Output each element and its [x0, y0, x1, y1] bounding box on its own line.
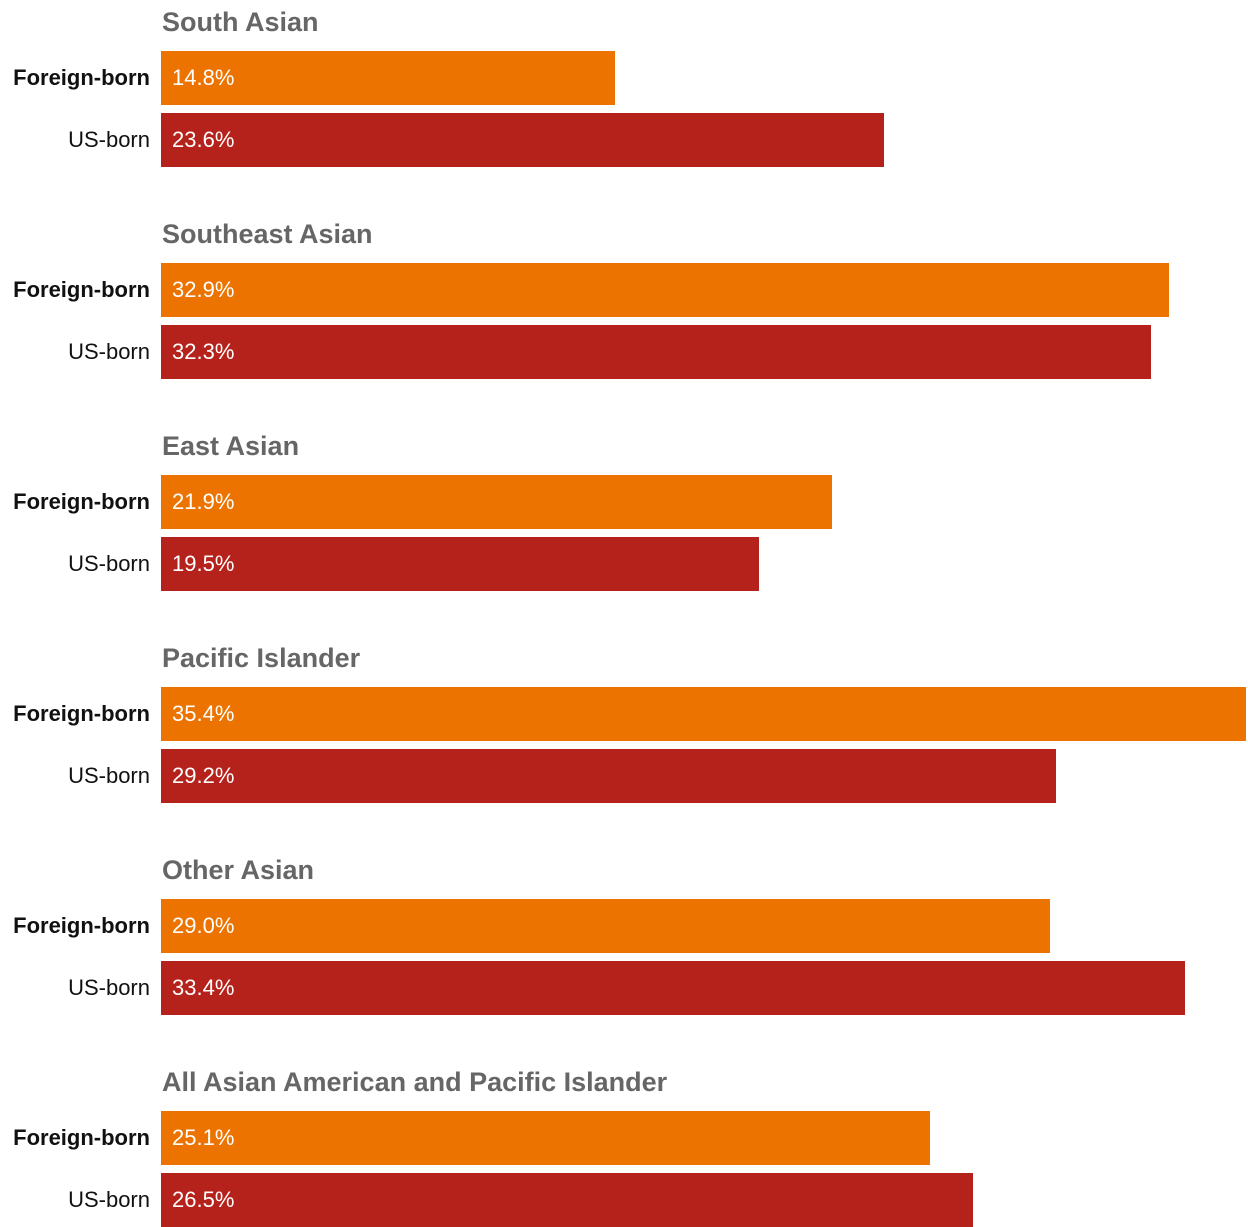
bar-value-label: 33.4%: [172, 975, 235, 1000]
foreign-born-label: Foreign-born: [13, 489, 150, 514]
bar-value-label: 32.3%: [172, 339, 235, 364]
foreign-born-bar: [161, 263, 1169, 317]
foreign-born-bar: [161, 899, 1050, 953]
us-born-label: US-born: [68, 127, 150, 152]
us-born-bar: [161, 749, 1056, 803]
group-title: Southeast Asian: [162, 219, 373, 249]
foreign-born-bar: [161, 687, 1246, 741]
us-born-bar: [161, 537, 759, 591]
bar-value-label: 23.6%: [172, 127, 235, 152]
us-born-bar: [161, 325, 1151, 379]
us-born-label: US-born: [68, 975, 150, 1000]
bar-value-label: 14.8%: [172, 65, 235, 90]
bar-value-label: 19.5%: [172, 551, 235, 576]
foreign-born-label: Foreign-born: [13, 277, 150, 302]
foreign-born-bar: [161, 51, 615, 105]
group-title: South Asian: [162, 7, 319, 37]
group-title: All Asian American and Pacific Islander: [162, 1067, 668, 1097]
foreign-born-label: Foreign-born: [13, 1125, 150, 1150]
bar-value-label: 21.9%: [172, 489, 235, 514]
bar-value-label: 26.5%: [172, 1187, 235, 1212]
foreign-born-bar: [161, 1111, 930, 1165]
us-born-label: US-born: [68, 1187, 150, 1212]
group-title: Other Asian: [162, 855, 315, 885]
bar-value-label: 35.4%: [172, 701, 235, 726]
foreign-born-label: Foreign-born: [13, 65, 150, 90]
foreign-born-bar: [161, 475, 832, 529]
bar-value-label: 29.2%: [172, 763, 235, 788]
foreign-born-label: Foreign-born: [13, 913, 150, 938]
bar-value-label: 32.9%: [172, 277, 235, 302]
bar-value-label: 25.1%: [172, 1125, 235, 1150]
us-born-label: US-born: [68, 339, 150, 364]
us-born-label: US-born: [68, 551, 150, 576]
us-born-bar: [161, 961, 1185, 1015]
bar-value-label: 29.0%: [172, 913, 235, 938]
group-title: Pacific Islander: [162, 643, 361, 673]
foreign-born-label: Foreign-born: [13, 701, 150, 726]
us-born-label: US-born: [68, 763, 150, 788]
group-title: East Asian: [162, 431, 300, 461]
us-born-bar: [161, 113, 884, 167]
us-born-bar: [161, 1173, 973, 1227]
